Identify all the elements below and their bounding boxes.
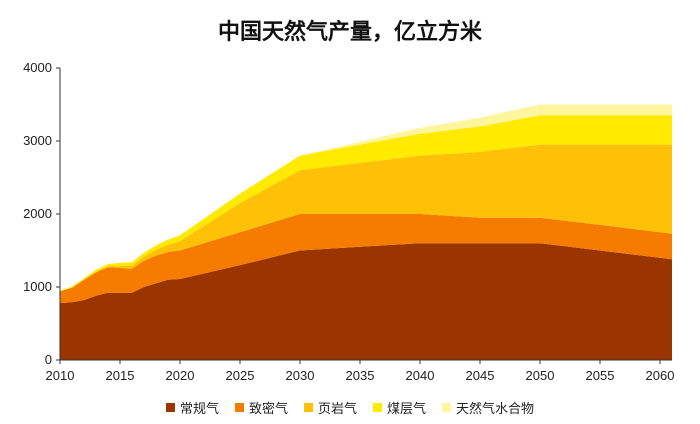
area-series-1 (60, 243, 672, 360)
x-tick-label: 2035 (346, 368, 375, 383)
legend-swatch (303, 403, 313, 412)
x-tick-label: 2025 (226, 368, 255, 383)
y-tick-label: 3000 (23, 133, 52, 148)
x-tick-label: 2020 (166, 368, 195, 383)
area-series-4 (60, 115, 672, 292)
legend-label: 天然气水合物 (456, 402, 535, 417)
area-series-5 (60, 104, 672, 291)
legend-item-1: 常规气 (165, 398, 219, 417)
legend-item-4: 煤层气 (373, 398, 426, 417)
y-tick-label: 1000 (23, 279, 52, 294)
legend-item-2: 致密气 (234, 398, 288, 417)
y-tick-label: 2000 (23, 206, 52, 221)
x-tick-label: 2010 (46, 368, 75, 383)
chart-legend: 常规气 致密气 页岩气 煤层气 天然气水合物 (0, 398, 700, 417)
legend-label: 煤层气 (387, 402, 427, 417)
chart-title: 中国天然气产量，亿立方米 (217, 19, 482, 45)
y-tick-label: 0 (45, 352, 52, 367)
area-series-3 (60, 144, 672, 292)
x-tick-label: 2015 (106, 368, 135, 383)
legend-label: 页岩气 (317, 402, 357, 417)
legend-label: 常规气 (179, 402, 219, 417)
x-tick-label: 2040 (406, 368, 435, 383)
legend-swatch (442, 403, 452, 412)
legend-label: 致密气 (248, 402, 288, 417)
legend-swatch (165, 403, 175, 412)
x-tick-label: 2055 (586, 368, 615, 383)
y-tick-label: 4000 (23, 60, 52, 75)
x-tick-label: 2030 (286, 368, 315, 383)
legend-swatch (234, 403, 244, 412)
legend-item-5: 天然气水合物 (442, 398, 534, 417)
area-series-2 (60, 214, 672, 304)
x-tick-label: 2050 (526, 368, 555, 383)
legend-item-3: 页岩气 (303, 398, 357, 417)
x-tick-label: 2045 (466, 368, 495, 383)
chart-axes: 0 1000 2000 3000 4000 2010 2015 2020 2025 2030 203… (23, 60, 674, 383)
x-tick-label: 2060 (646, 368, 675, 383)
series-areas (60, 104, 672, 360)
legend-swatch (373, 403, 382, 412)
